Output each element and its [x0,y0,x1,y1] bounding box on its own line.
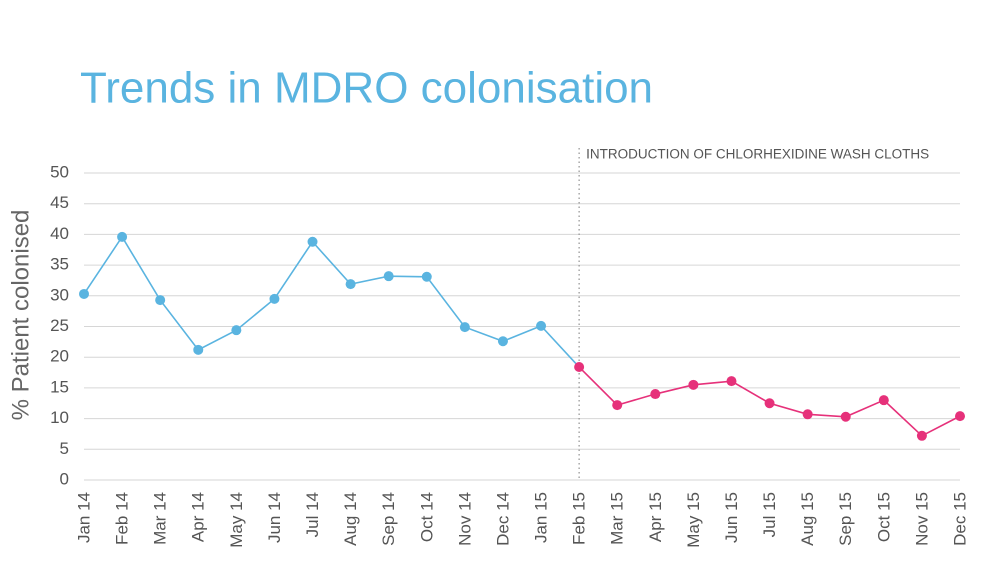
x-tick-label: Oct 14 [417,492,436,542]
data-point [536,320,547,331]
data-point [269,293,280,304]
x-tick-label: Aug 15 [798,492,817,546]
data-point [650,389,661,400]
x-tick-label: Jul 15 [760,492,779,537]
y-tick-label: 30 [50,285,69,304]
x-tick-label: Apr 14 [189,492,208,542]
x-tick-label: Sep 15 [836,492,855,546]
data-point [307,236,318,247]
data-point [840,411,851,422]
data-point [574,362,585,373]
data-point [231,325,242,336]
x-tick-label: Oct 15 [874,492,893,542]
x-tick-label: Feb 15 [570,492,589,545]
y-tick-label: 35 [50,255,69,274]
y-tick-label: 15 [50,377,69,396]
x-tick-label: Apr 15 [646,492,665,542]
data-point [955,411,965,422]
x-tick-label: Nov 14 [455,492,474,546]
x-tick-label: Jan 14 [74,492,93,543]
y-tick-label: 10 [50,408,69,427]
data-point [155,295,166,306]
y-tick-label: 0 [60,469,69,488]
data-point [345,279,356,290]
data-point [79,288,89,299]
data-point [688,379,699,390]
x-tick-label: Jun 14 [265,492,284,543]
data-point [497,336,508,347]
data-point [383,271,394,282]
y-tick-label: 25 [50,316,69,335]
x-tick-label: Sep 14 [379,492,398,546]
data-point [764,398,775,409]
y-tick-label: 45 [50,193,69,212]
data-point [878,395,889,406]
data-point [193,344,204,355]
series-line [83,235,542,351]
x-tick-label: Aug 14 [341,492,360,546]
data-point [612,400,623,411]
y-tick-label: 20 [50,347,69,366]
chart-title: Trends in MDRO colonisation [80,64,653,113]
x-tick-label: Jan 15 [532,492,551,543]
data-point [459,322,470,333]
x-tick-label: May 14 [227,492,246,548]
data-point [916,430,927,441]
y-tick-label: 40 [50,224,69,243]
x-tick-label: Dec 14 [493,492,512,546]
x-tick-label: Mar 14 [151,492,170,545]
y-tick-label: 5 [60,439,69,458]
data-point [117,231,128,242]
x-tick-label: Dec 15 [950,492,969,546]
x-tick-label: Feb 14 [113,492,132,545]
data-point [726,376,737,387]
y-axis-label: % Patient colonised [7,210,34,421]
y-tick-label: 50 [50,162,69,181]
x-tick-label: May 15 [684,492,703,548]
data-point [421,271,432,282]
connector [540,325,580,368]
x-tick-label: Jul 14 [303,492,322,537]
x-tick-label: Jun 15 [722,492,741,543]
x-tick-label: Mar 15 [608,492,627,545]
annotation-text: INTRODUCTION OF CHLORHEXIDINE WASH CLOTH… [586,147,929,162]
x-tick-label: Nov 15 [912,492,931,546]
data-point [802,409,813,420]
